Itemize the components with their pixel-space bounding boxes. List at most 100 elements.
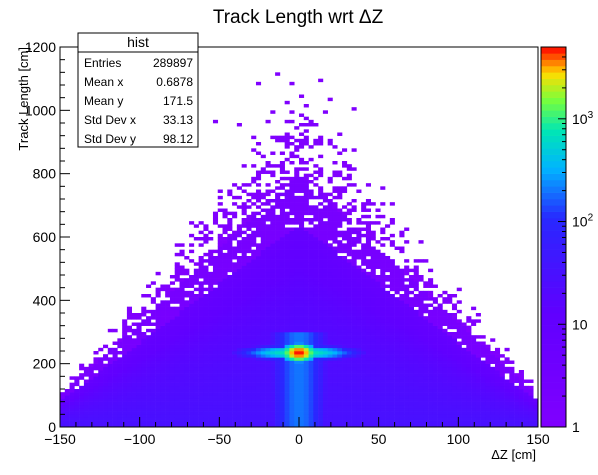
heatmap-cell [308,157,314,162]
heatmap-cell [251,341,257,345]
heatmap-cell [308,398,314,402]
heatmap-cell [122,385,128,390]
heatmap-cell [122,325,128,330]
heatmap-cell [475,379,481,383]
heatmap-cell [198,360,204,364]
heatmap-cell [404,325,410,330]
heatmap-cell [117,404,123,409]
heatmap-cell [303,246,309,250]
heatmap-cell [313,230,319,235]
heatmap-cell [189,363,195,368]
heatmap-cell [217,379,223,383]
heatmap-cell [251,192,257,197]
heatmap-cell [69,398,75,402]
heatmap-cell [189,423,195,428]
heatmap-cell [518,395,524,399]
heatmap-cell [375,300,381,304]
heatmap-cell [327,389,333,393]
heatmap-cell [351,259,357,263]
heatmap-cell [351,303,357,307]
heatmap-cell [399,325,405,330]
heatmap-cell [270,208,276,212]
heatmap-cell [523,423,529,428]
heatmap-cell [447,389,453,393]
heatmap-cell [160,385,166,390]
heatmap-cell [236,411,242,415]
heatmap-cell [284,259,290,263]
heatmap-cell [461,341,467,345]
heatmap-cell [131,357,137,361]
heatmap-cell [499,398,505,402]
heatmap-cell [251,408,257,412]
heatmap-cell [494,417,501,421]
heatmap-cell [485,360,491,364]
heatmap-cell [313,357,319,361]
heatmap-cell [103,411,109,415]
heatmap-cell [475,417,481,421]
heatmap-cell [155,313,161,317]
heatmap-cell [408,297,415,301]
heatmap-cell [241,325,247,330]
heatmap-cell [98,370,104,374]
heatmap-cell [260,385,266,390]
heatmap-cell [184,373,190,377]
heatmap-cell [126,341,132,345]
heatmap-cell [485,398,491,402]
heatmap-cell [217,287,223,292]
heatmap-cell [155,319,161,323]
heatmap-cell [189,417,195,421]
heatmap-cell [442,341,448,345]
heatmap-cell [93,363,99,368]
heatmap-cell [451,398,458,402]
heatmap-cell [284,347,290,352]
heatmap-cell [370,313,376,317]
heatmap-cell [346,411,352,415]
heatmap-cell [165,325,171,330]
heatmap-cell [346,373,352,377]
heatmap-cell [217,240,223,244]
heatmap-cell [351,268,357,273]
heatmap-cell [437,319,443,323]
heatmap-cell [289,373,295,377]
heatmap-cell [189,338,195,342]
heatmap-cell [442,423,448,428]
heatmap-cell [394,319,400,323]
heatmap-cell [217,417,223,421]
heatmap-cell [442,401,448,406]
heatmap-cell [408,347,415,352]
heatmap-cell [255,81,262,86]
heatmap-cell [203,268,209,273]
heatmap-cell [313,284,319,288]
heatmap-cell [284,246,290,250]
heatmap-cell [251,363,257,368]
heatmap-cell [428,398,434,402]
heatmap-cell [471,376,477,380]
heatmap-cell [265,354,271,358]
heatmap-cell [74,379,80,383]
heatmap-cell [279,256,285,260]
heatmap-cell [212,265,219,269]
heatmap-cell [437,344,443,349]
heatmap-cell [169,275,176,279]
heatmap-cell [265,164,271,168]
heatmap-cell [279,233,285,238]
heatmap-cell [246,297,252,301]
heatmap-cell [212,392,219,396]
heatmap-cell [203,300,209,304]
heatmap-cell [351,322,357,326]
heatmap-cell [246,325,252,330]
heatmap-cell [255,335,262,339]
heatmap-cell [294,370,300,374]
heatmap-cell [284,376,290,380]
heatmap-cell [365,328,371,333]
heatmap-cell [389,328,395,333]
heatmap-cell [217,224,223,228]
heatmap-cell [361,423,367,428]
heatmap-cell [74,414,80,418]
heatmap-cell [428,290,434,295]
heatmap-cell [394,351,400,355]
heatmap-cell [365,423,371,428]
heatmap-cell [275,284,281,288]
heatmap-cell [318,392,324,396]
heatmap-cell [122,341,128,345]
